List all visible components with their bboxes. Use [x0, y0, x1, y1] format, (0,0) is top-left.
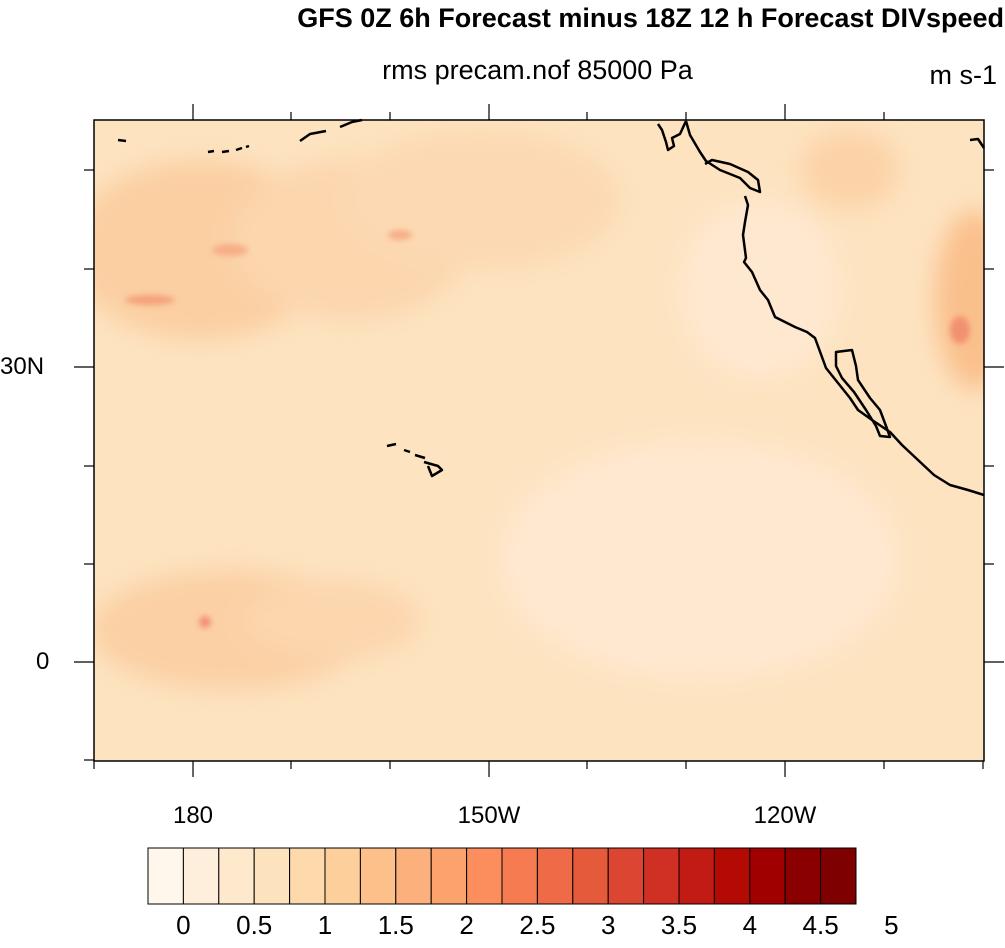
colorbar-label: 2	[459, 910, 474, 940]
lon-label-120w: 120W	[753, 802, 817, 829]
lat-label-0: 0	[36, 648, 50, 675]
colorbar-label: 4	[742, 910, 758, 940]
colorbar-box	[536, 847, 574, 905]
colorbar-box	[430, 847, 468, 905]
colorbar-label: 1	[317, 910, 333, 940]
colorbar-box	[572, 847, 609, 905]
colorbar-box	[607, 847, 645, 905]
rms-field	[94, 120, 984, 761]
colorbar-box	[359, 847, 397, 905]
colorbar-box	[324, 847, 361, 905]
colorbar-label: 3	[600, 910, 616, 940]
colorbar-label: 0	[176, 910, 191, 940]
colorbar-box	[147, 847, 184, 905]
colorbar-box	[182, 847, 220, 905]
colorbar-box	[784, 847, 822, 905]
colorbar-box	[466, 847, 503, 905]
colorbar-box	[253, 847, 291, 905]
colorbar-label: 4.5	[802, 910, 839, 940]
colorbar-box	[395, 847, 432, 905]
colorbar-box	[678, 847, 715, 905]
colorbar-box	[289, 847, 326, 905]
coastlines	[117, 118, 986, 497]
colorbar-label: 3.5	[660, 910, 698, 940]
colorbar-label: 1.5	[377, 910, 414, 940]
lon-label-180: 180	[172, 802, 214, 829]
colorbar-label: 2.5	[519, 910, 556, 940]
colorbar-box	[218, 847, 255, 905]
map-frame	[93, 119, 985, 762]
colorbar-box	[713, 847, 751, 905]
map-subtitle: rms precam.nof 85000 Pa	[382, 55, 693, 85]
colorbar-label: 0.5	[236, 910, 273, 940]
colorbar	[147, 847, 857, 905]
colorbar-box	[749, 847, 786, 905]
units-label: m s-1	[929, 60, 998, 90]
axis-ticks	[74, 104, 1004, 777]
lat-label-30n: 30N	[0, 353, 45, 380]
lon-label-150w: 150W	[457, 802, 521, 829]
colorbar-box	[643, 847, 680, 905]
colorbar-box	[820, 847, 857, 905]
colorbar-label: 5	[884, 910, 899, 940]
colorbar-box	[501, 847, 538, 905]
